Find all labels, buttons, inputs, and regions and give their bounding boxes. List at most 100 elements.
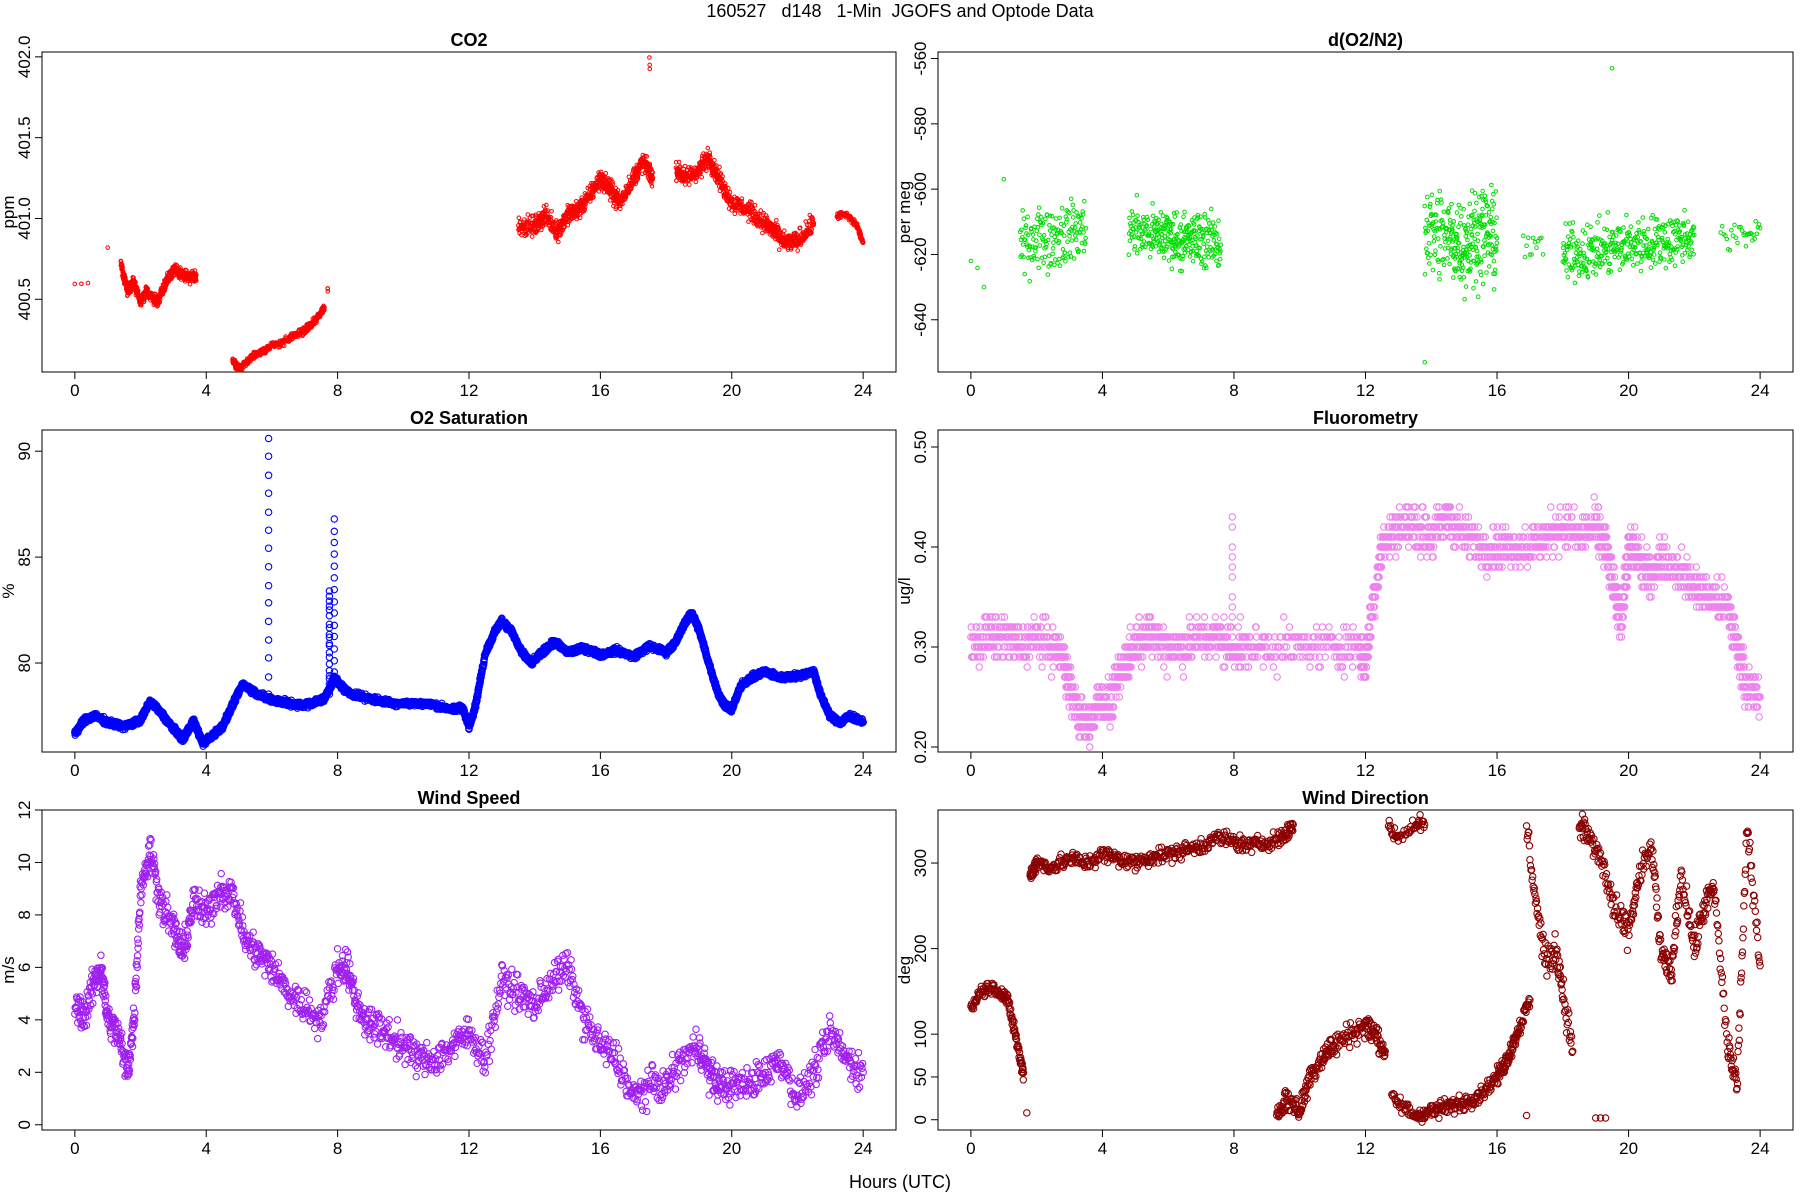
data-point [1134,250,1140,256]
data-point [1433,212,1439,218]
data-point [687,182,692,187]
data-point [1455,235,1460,240]
data-point [1426,241,1432,246]
x-tick-label: 16 [591,381,610,400]
data-point [1491,258,1497,264]
data-point [1565,274,1571,280]
y-tick-label: 90 [15,442,34,461]
data-point [603,170,609,176]
data-point [1727,248,1733,253]
data-point [1181,214,1186,219]
data-point [1171,254,1177,259]
data-point [1636,227,1642,233]
data-point [1581,260,1586,266]
y-tick-label: -560 [911,42,930,76]
plot-frame [41,429,897,753]
data-point [1035,256,1040,262]
data-point [1020,242,1026,247]
data-point [1059,205,1065,211]
data-point [764,213,769,218]
x-tick-label: 24 [1751,381,1770,400]
data-point [776,226,782,231]
data-point [1424,217,1429,223]
data-point [647,161,653,167]
data-point [162,288,168,293]
data-point [1188,238,1193,244]
data-point [1438,244,1443,249]
data-point [157,299,163,305]
data-point [1633,235,1638,240]
data-point [1588,224,1593,230]
data-point [694,175,700,180]
data-point [647,55,652,60]
data-point [1218,249,1223,254]
data-point [1753,219,1758,224]
data-point [1031,253,1037,259]
data-point [1485,203,1490,209]
data-point [1527,252,1533,257]
data-point [1482,222,1488,227]
data-point [591,194,596,200]
data-point [726,185,731,191]
data-point [1061,223,1067,228]
data-point [1440,220,1446,226]
data-point [1163,222,1168,228]
data-point [1634,231,1639,236]
data-point [1066,210,1072,216]
data-point [1038,214,1044,220]
data-point [1441,256,1446,262]
data-point [552,223,558,229]
data-point [1571,235,1576,240]
data-point [1493,189,1499,194]
data-point [1164,217,1170,223]
data-point [1147,233,1152,238]
data-point [1563,221,1568,226]
data-point [1044,241,1049,247]
data-point [727,189,733,195]
data-point [1473,244,1479,250]
data-point [1216,236,1222,242]
data-point [649,169,655,174]
data-point [1212,251,1218,257]
data-point [761,210,766,216]
data-point [1472,208,1477,214]
data-point [1065,239,1070,244]
data-point [1186,223,1192,229]
data-point [1040,220,1046,226]
data-point [693,179,699,185]
data-point [1057,215,1062,221]
data-point [1204,265,1209,271]
data-point [1180,253,1185,259]
data-point [1139,242,1145,247]
data-point [1472,224,1478,229]
data-point [1566,241,1572,246]
data-point [1627,244,1633,250]
data-point [1575,238,1581,243]
data-point [1582,253,1587,259]
data-point [1595,220,1600,225]
data-point [138,302,144,308]
data-point [1081,248,1087,254]
data-point [1452,245,1458,251]
y-tick-label: 80 [15,654,34,673]
data-point [1197,245,1203,251]
data-point [1179,228,1184,234]
data-point [1060,247,1066,252]
data-point [1597,213,1602,218]
data-point [558,232,563,238]
data-point [1576,273,1582,279]
data-point [1568,244,1574,250]
x-tick-label: 12 [460,381,479,400]
data-point [1609,66,1615,71]
data-point [1489,242,1495,248]
data-point [1674,237,1679,243]
data-point [1569,267,1575,273]
y-tick-label: -640 [911,303,930,337]
data-point [676,159,682,165]
data-point [1475,231,1480,237]
data-point [1187,254,1193,259]
data-point [801,230,806,235]
data-point [647,62,653,68]
data-point [1080,212,1086,217]
data-point [1483,213,1489,218]
